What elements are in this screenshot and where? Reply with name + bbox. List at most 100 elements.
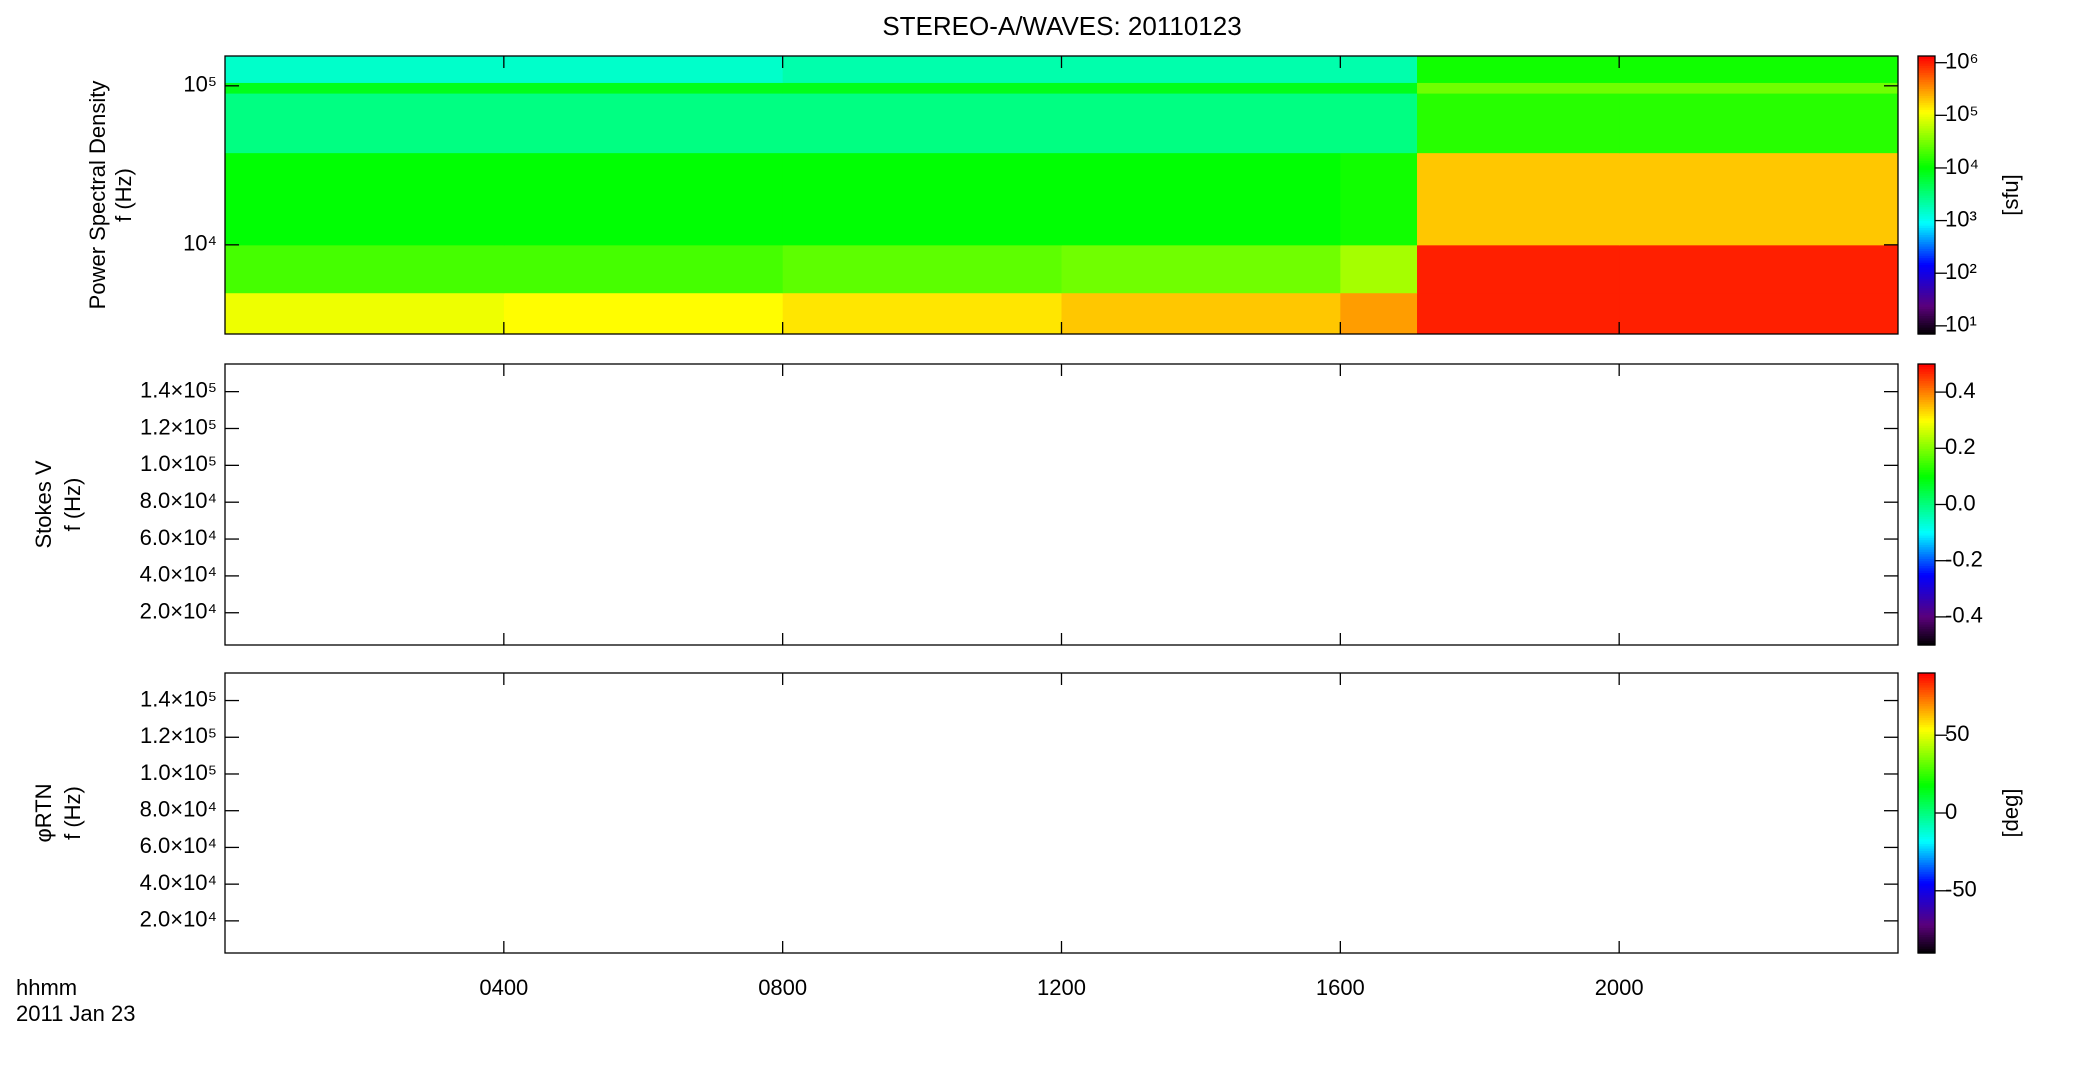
heatmap-cell (503, 244, 784, 294)
colorbar-slice (1918, 738, 1935, 742)
colorbar-slice (1918, 703, 1935, 707)
colorbar-slice (1918, 141, 1935, 145)
colorbar-slice (1918, 490, 1935, 494)
colorbar-slice (1918, 534, 1935, 538)
colorbar-slice (1918, 329, 1935, 333)
colorbar-slice (1918, 109, 1935, 113)
colorbar-slice (1918, 118, 1935, 122)
colorbar-slice (1918, 317, 1935, 321)
colorbar-slice (1918, 810, 1935, 814)
colorbar-slice (1918, 206, 1935, 210)
colorbar-slice (1918, 495, 1935, 499)
colorbar-slice (1918, 429, 1935, 433)
colorbar-slice (1918, 195, 1935, 198)
colorbar-slice (1918, 950, 1935, 954)
colorbar-slice (1918, 408, 1935, 412)
colorbar-slice (1918, 929, 1935, 933)
colorbar-slice (1918, 134, 1935, 138)
colorbar-slice (1918, 445, 1935, 449)
colorbar-slice (1918, 906, 1935, 910)
colorbar-slice (1918, 747, 1935, 751)
colorbar-slice (1918, 715, 1935, 718)
colorbar-slice (1918, 169, 1935, 173)
colorbar-slice (1918, 546, 1935, 550)
heatmap-cell (1619, 292, 1899, 335)
colorbar-slice (1918, 410, 1935, 414)
heatmap-cell (225, 152, 505, 246)
colorbar-slice (1918, 215, 1935, 219)
colorbar-slice (1918, 785, 1935, 788)
colorbar-slice (1918, 778, 1935, 781)
y-tick-label: 2.0×10⁴ (140, 599, 217, 624)
colorbar-slice (1918, 565, 1935, 569)
colorbar-slice (1918, 415, 1935, 419)
colorbar-slice (1918, 633, 1935, 637)
y-tick-label: 1.2×10⁵ (140, 414, 217, 439)
heatmap-cell (1340, 244, 1418, 294)
colorbar-tick-label: 10⁵ (1945, 101, 1979, 126)
colorbar-slice (1918, 527, 1935, 531)
colorbar-slice (1918, 183, 1935, 187)
colorbar-slice (1918, 925, 1935, 928)
colorbar-slice (1918, 222, 1935, 226)
colorbar-slice (1918, 516, 1935, 520)
colorbar-slice (1918, 841, 1935, 844)
colorbar-slice (1918, 436, 1935, 440)
colorbar-slice (1918, 548, 1935, 552)
colorbar-slice (1918, 130, 1935, 134)
colorbar-slice (1918, 299, 1935, 303)
colorbar-slice (1918, 869, 1935, 872)
heatmap-cell (1619, 56, 1899, 83)
colorbar-slice (1918, 684, 1935, 688)
heatmap-cell (1340, 93, 1418, 154)
colorbar-slice (1918, 283, 1935, 286)
colorbar-slice (1918, 525, 1935, 529)
colorbar-slice (1918, 116, 1935, 120)
colorbar-tick-label: 0.4 (1945, 378, 1976, 403)
colorbar-slice (1918, 69, 1935, 73)
colorbar-slice (1918, 520, 1935, 524)
colorbar-slice (1918, 820, 1935, 823)
colorbar-slice (1918, 838, 1935, 842)
colorbar-slice (1918, 364, 1935, 367)
colorbar-slice (1918, 366, 1935, 370)
colorbar-slice (1918, 885, 1935, 889)
colorbar-slice (1918, 913, 1935, 917)
colorbar-slice (1918, 799, 1935, 802)
colorbar-slice (1918, 452, 1935, 456)
colorbar-slice (1918, 320, 1935, 324)
colorbar-slice (1918, 162, 1935, 166)
colorbar-slice (1918, 843, 1935, 847)
colorbar-slice (1918, 595, 1935, 599)
colorbar-slice (1918, 806, 1935, 809)
colorbar-slice (1918, 123, 1935, 127)
colorbar-slice (1918, 255, 1935, 259)
colorbar-slice (1918, 722, 1935, 725)
colorbar-slice (1918, 939, 1935, 942)
y-tick-label: 1.4×10⁵ (140, 686, 217, 711)
colorbar-slice (1918, 385, 1935, 389)
colorbar-slice (1918, 766, 1935, 770)
colorbar-tick-label: 10³ (1945, 206, 1977, 231)
colorbar-slice (1918, 243, 1935, 247)
colorbar-slice (1918, 188, 1935, 191)
colorbar-slice (1918, 623, 1935, 627)
heatmap-cell (1061, 292, 1341, 335)
colorbar-slice (1918, 478, 1935, 482)
colorbar-slice (1918, 139, 1935, 143)
colorbar-slice (1918, 943, 1935, 947)
colorbar-slice (1918, 607, 1935, 611)
colorbar-slice (1918, 537, 1935, 541)
colorbar-slice (1918, 628, 1935, 632)
colorbar-slice (1918, 457, 1935, 461)
colorbar-slice (1918, 90, 1935, 94)
colorbar-slice (1918, 724, 1935, 728)
heatmap-cell (1417, 82, 1620, 94)
colorbar-slice (1918, 211, 1935, 215)
colorbar-slice (1918, 280, 1935, 284)
heatmap-cell (1619, 244, 1899, 294)
y-tick-label: 8.0×10⁴ (140, 797, 217, 822)
colorbar-slice (1918, 259, 1935, 263)
colorbar-tick-label: 0.0 (1945, 490, 1976, 515)
colorbar-slice (1918, 558, 1935, 562)
